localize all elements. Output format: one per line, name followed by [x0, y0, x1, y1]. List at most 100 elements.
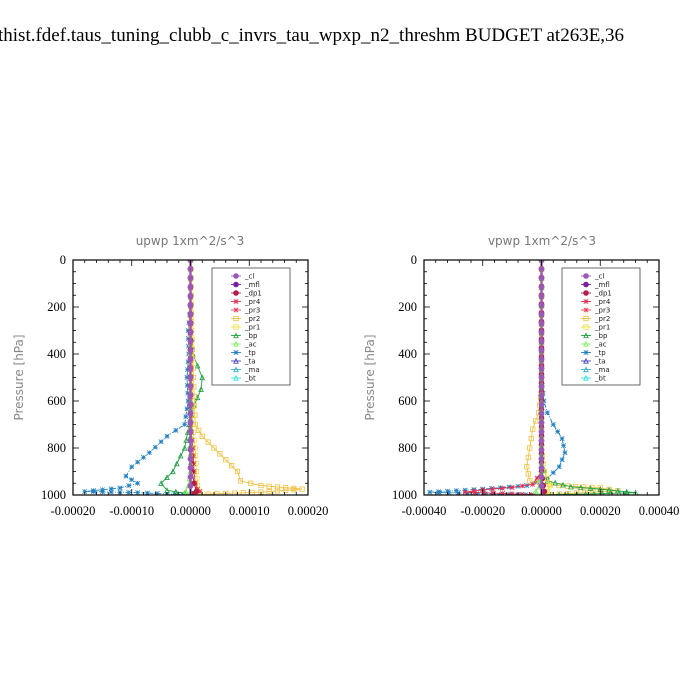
data-point: [194, 362, 201, 369]
data-point: [525, 454, 531, 461]
data-point: [185, 335, 191, 341]
data-point: [519, 491, 525, 495]
series-group: [427, 260, 639, 495]
series-markers-pr4: [462, 260, 544, 495]
data-point: [146, 450, 152, 456]
data-point: [135, 490, 141, 495]
data-point: [164, 433, 170, 439]
data-point: [117, 485, 123, 491]
data-point: [560, 481, 566, 488]
legend-marker: [233, 299, 239, 304]
legend-item-pr3: _pr3: [581, 307, 610, 315]
legend-box: [561, 267, 641, 386]
data-point: [436, 489, 442, 495]
data-point: [196, 427, 202, 433]
data-point: [299, 486, 305, 492]
legend-item-pr1: _pr1: [231, 324, 260, 332]
data-point: [135, 480, 141, 486]
legend-label: _bp: [244, 332, 258, 340]
data-point: [129, 464, 135, 470]
data-point: [538, 401, 545, 408]
data-point: [164, 474, 170, 480]
legend-item-pr4: _pr4: [581, 298, 611, 306]
data-point: [158, 439, 164, 445]
data-point: [538, 437, 545, 444]
data-point: [550, 470, 556, 476]
series-markers-tp: [82, 260, 193, 495]
legend-item-tp: _tp: [231, 349, 256, 357]
legend-marker: [233, 366, 239, 373]
legend-marker: [583, 350, 589, 355]
y-axis-label: Pressure [hPa]: [12, 334, 26, 420]
legend-label: _ta: [244, 358, 256, 366]
legend-item-tp: _tp: [581, 349, 606, 357]
legend-item-ma: _ma: [231, 366, 260, 374]
y-tick-label: 600: [398, 394, 417, 408]
data-point: [616, 490, 622, 495]
data-point: [182, 422, 188, 427]
legend-label: _dp1: [594, 290, 612, 298]
page-title-text: thist.fdef.taus_tuning_clubb_c_invrs_tau…: [0, 25, 625, 46]
data-point: [205, 491, 211, 495]
data-point: [187, 447, 194, 453]
data-point: [577, 484, 584, 491]
legend-item-pr1: _pr1: [581, 324, 610, 332]
legend-label: _bp: [594, 332, 608, 340]
x-tick-label: 0.00020: [580, 504, 621, 518]
x-tick-label: 0.00020: [288, 504, 329, 518]
data-point: [108, 489, 114, 495]
data-point: [528, 435, 534, 442]
data-point: [538, 428, 545, 435]
data-point: [108, 486, 114, 492]
legend-item-bp: _bp: [581, 332, 608, 340]
data-point: [154, 490, 160, 495]
series-line-tp: [84, 260, 191, 495]
series-markers-cl: [538, 260, 545, 489]
legend-marker: [583, 307, 589, 313]
data-point: [237, 478, 244, 484]
legend-item-dp1: _dp1: [581, 290, 612, 298]
legend-marker: [583, 332, 589, 339]
data-point: [274, 488, 281, 494]
data-point: [192, 421, 198, 428]
data-point: [187, 275, 194, 281]
legend-item-pr2: _pr2: [581, 315, 610, 323]
data-point: [266, 488, 272, 495]
data-point: [187, 311, 194, 318]
legend-marker: [233, 315, 239, 322]
data-point: [538, 365, 545, 372]
data-point: [187, 347, 194, 354]
data-point: [183, 437, 190, 443]
legend-marker: [233, 357, 239, 364]
data-point: [187, 374, 194, 381]
data-point: [538, 465, 545, 471]
data-point: [144, 490, 150, 495]
legend-label: _pr1: [594, 324, 610, 332]
data-point: [172, 488, 179, 495]
data-point: [187, 356, 194, 363]
series-markers-cl: [187, 260, 194, 489]
x-tick-label: -0.00010: [109, 504, 154, 518]
data-point: [530, 481, 536, 487]
data-point: [187, 338, 194, 345]
y-axis-label: Pressure [hPa]: [363, 334, 377, 420]
data-point: [446, 490, 452, 495]
data-point: [538, 338, 545, 345]
data-point: [562, 450, 568, 456]
data-point: [223, 490, 229, 495]
data-point: [527, 478, 533, 484]
legend-item-pr2: _pr2: [231, 315, 260, 323]
legend-marker: [583, 374, 589, 381]
data-point: [481, 490, 487, 495]
series-line-tp: [429, 260, 566, 495]
data-point: [462, 489, 468, 495]
legend-label: _mfl: [594, 281, 610, 289]
data-point: [229, 463, 235, 469]
data-point: [538, 284, 545, 290]
y-tick-label: 400: [47, 347, 66, 361]
legend-label: _mfl: [244, 281, 260, 289]
data-point: [606, 486, 612, 493]
data-point: [187, 456, 194, 462]
data-point: [530, 426, 536, 432]
chart-title: upwp 1xm^2/s^3: [136, 234, 245, 248]
